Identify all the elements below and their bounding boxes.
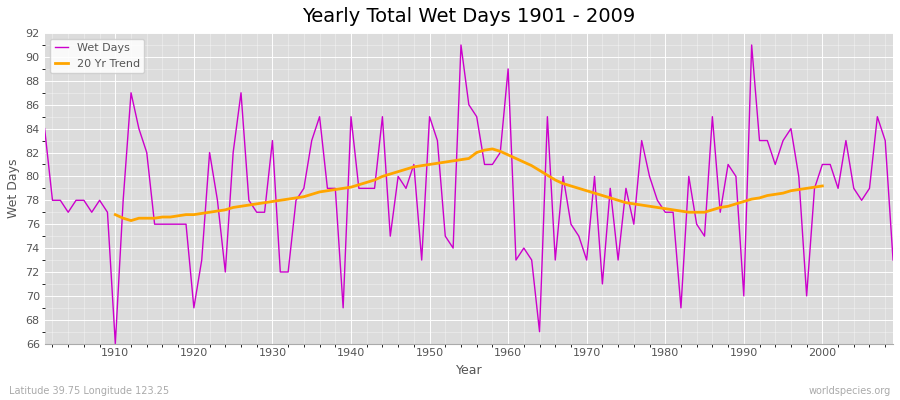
Line: Wet Days: Wet Days xyxy=(45,45,893,344)
Legend: Wet Days, 20 Yr Trend: Wet Days, 20 Yr Trend xyxy=(50,39,144,73)
20 Yr Trend xyxy=(817,184,828,188)
20 Yr Trend xyxy=(487,146,498,151)
20 Yr Trend xyxy=(534,168,544,173)
Line: 20 Yr Trend: 20 Yr Trend xyxy=(115,149,823,221)
20 Yr Trend xyxy=(809,185,820,190)
Wet Days xyxy=(887,258,898,262)
20 Yr Trend xyxy=(126,218,137,223)
Wet Days xyxy=(510,258,521,262)
20 Yr Trend xyxy=(283,197,293,202)
20 Yr Trend xyxy=(723,204,734,209)
Y-axis label: Wet Days: Wet Days xyxy=(7,158,20,218)
X-axis label: Year: Year xyxy=(455,364,482,377)
Wet Days xyxy=(455,43,466,48)
20 Yr Trend xyxy=(204,210,215,215)
20 Yr Trend xyxy=(299,194,310,199)
Wet Days xyxy=(518,246,529,250)
Text: Latitude 39.75 Longitude 123.25: Latitude 39.75 Longitude 123.25 xyxy=(9,386,169,396)
Wet Days xyxy=(110,341,121,346)
Title: Yearly Total Wet Days 1901 - 2009: Yearly Total Wet Days 1901 - 2009 xyxy=(302,7,635,26)
Wet Days xyxy=(330,186,341,191)
Text: worldspecies.org: worldspecies.org xyxy=(809,386,891,396)
Wet Days xyxy=(283,270,293,274)
Wet Days xyxy=(102,210,112,215)
Wet Days xyxy=(40,126,50,131)
Wet Days xyxy=(613,258,624,262)
20 Yr Trend xyxy=(110,212,121,217)
